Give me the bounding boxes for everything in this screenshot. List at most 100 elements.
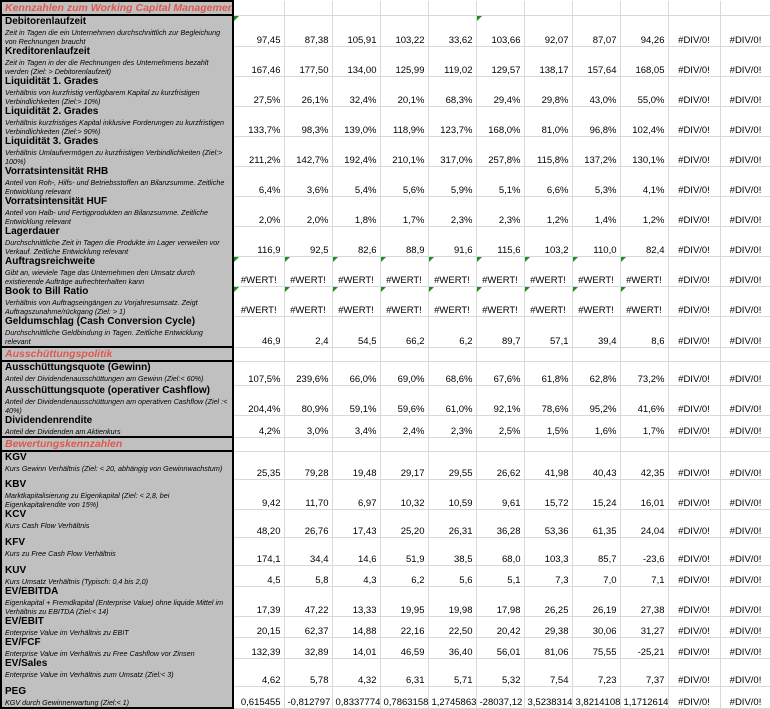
metric-label-cell[interactable]: Liquidität 1. Grades Verhältnis von kurzf… <box>0 76 234 106</box>
value-cell[interactable]: 2,4% <box>380 415 429 438</box>
value-cell[interactable]: #WERT! <box>476 256 525 287</box>
metric-label-cell[interactable]: Kreditorenlaufzeit Zeit in Tagen in der d… <box>0 46 234 76</box>
value-cell[interactable]: 130,1% <box>620 136 669 167</box>
grid-cell[interactable] <box>668 347 721 362</box>
value-cell[interactable]: 2,3% <box>428 196 477 227</box>
value-cell[interactable]: #DIV/0! <box>720 15 770 47</box>
value-cell[interactable]: 115,6 <box>476 226 525 257</box>
value-cell[interactable]: #WERT! <box>524 286 573 317</box>
value-cell[interactable]: 14,6 <box>332 537 381 566</box>
value-cell[interactable]: 22,50 <box>428 616 477 638</box>
value-cell[interactable]: 102,4% <box>620 106 669 137</box>
value-cell[interactable]: 5,32 <box>476 658 525 687</box>
grid-cell[interactable] <box>332 1 381 16</box>
value-cell[interactable]: 4,2% <box>233 415 285 438</box>
value-cell[interactable]: 3,8214108 <box>572 686 621 709</box>
section-title[interactable]: Ausschüttungspolitik <box>0 346 234 362</box>
value-cell[interactable]: 92,07 <box>524 15 573 47</box>
value-cell[interactable]: #DIV/0! <box>720 226 770 257</box>
value-cell[interactable]: 75,55 <box>572 637 621 659</box>
value-cell[interactable]: 32,89 <box>284 637 333 659</box>
value-cell[interactable]: 10,32 <box>380 479 429 510</box>
value-cell[interactable]: 48,20 <box>233 509 285 538</box>
value-cell[interactable]: 29,17 <box>380 451 429 480</box>
value-cell[interactable]: 177,50 <box>284 46 333 77</box>
value-cell[interactable]: 96,8% <box>572 106 621 137</box>
value-cell[interactable]: 3,0% <box>284 415 333 438</box>
value-cell[interactable]: #DIV/0! <box>668 166 721 197</box>
value-cell[interactable]: #WERT! <box>380 256 429 287</box>
value-cell[interactable]: 27,38 <box>620 586 669 617</box>
value-cell[interactable]: #DIV/0! <box>720 361 770 386</box>
value-cell[interactable]: 29,38 <box>524 616 573 638</box>
value-cell[interactable]: 5,9% <box>428 166 477 197</box>
grid-cell[interactable] <box>233 437 285 452</box>
value-cell[interactable]: 98,3% <box>284 106 333 137</box>
value-cell[interactable]: 67,6% <box>476 361 525 386</box>
value-cell[interactable]: 5,3% <box>572 166 621 197</box>
value-cell[interactable]: 119,02 <box>428 46 477 77</box>
value-cell[interactable]: 95,2% <box>572 385 621 416</box>
value-cell[interactable]: 107,5% <box>233 361 285 386</box>
grid-cell[interactable] <box>233 1 285 16</box>
value-cell[interactable]: 82,4 <box>620 226 669 257</box>
value-cell[interactable]: #DIV/0! <box>720 385 770 416</box>
value-cell[interactable]: 4,62 <box>233 658 285 687</box>
value-cell[interactable]: #WERT! <box>380 286 429 317</box>
value-cell[interactable]: 17,39 <box>233 586 285 617</box>
value-cell[interactable]: 20,42 <box>476 616 525 638</box>
value-cell[interactable]: 3,6% <box>284 166 333 197</box>
value-cell[interactable]: #DIV/0! <box>668 76 721 107</box>
grid-cell[interactable] <box>720 437 770 452</box>
value-cell[interactable]: #DIV/0! <box>668 479 721 510</box>
value-cell[interactable]: 97,45 <box>233 15 285 47</box>
grid-cell[interactable] <box>572 1 621 16</box>
value-cell[interactable]: 19,98 <box>428 586 477 617</box>
value-cell[interactable]: 5,1 <box>476 565 525 587</box>
value-cell[interactable]: #DIV/0! <box>668 15 721 47</box>
value-cell[interactable]: 6,4% <box>233 166 285 197</box>
value-cell[interactable]: 91,6 <box>428 226 477 257</box>
grid-cell[interactable] <box>332 437 381 452</box>
value-cell[interactable]: 36,40 <box>428 637 477 659</box>
value-cell[interactable]: 1,7% <box>620 415 669 438</box>
metric-label-cell[interactable]: KCV Kurs Cash Flow Verhältnis <box>0 509 234 537</box>
value-cell[interactable]: 6,6% <box>524 166 573 197</box>
value-cell[interactable]: 4,3 <box>332 565 381 587</box>
value-cell[interactable]: 142,7% <box>284 136 333 167</box>
metric-label-cell[interactable]: Book to Bill Ratio Verhältnis von Auftrag… <box>0 286 234 316</box>
grid-cell[interactable] <box>476 347 525 362</box>
value-cell[interactable]: 79,28 <box>284 451 333 480</box>
value-cell[interactable]: #WERT! <box>428 286 477 317</box>
value-cell[interactable]: 6,2 <box>380 565 429 587</box>
value-cell[interactable]: 47,22 <box>284 586 333 617</box>
grid-cell[interactable] <box>476 437 525 452</box>
value-cell[interactable]: #WERT! <box>572 286 621 317</box>
value-cell[interactable]: 239,6% <box>284 361 333 386</box>
value-cell[interactable]: 14,88 <box>332 616 381 638</box>
value-cell[interactable]: 4,1% <box>620 166 669 197</box>
value-cell[interactable]: 19,95 <box>380 586 429 617</box>
value-cell[interactable]: 15,72 <box>524 479 573 510</box>
value-cell[interactable]: 88,9 <box>380 226 429 257</box>
value-cell[interactable]: #WERT! <box>284 286 333 317</box>
section-title[interactable]: Kennzahlen zum Working Capital Managemen… <box>0 0 234 16</box>
value-cell[interactable]: #DIV/0! <box>668 226 721 257</box>
value-cell[interactable]: 9,42 <box>233 479 285 510</box>
value-cell[interactable]: 29,4% <box>476 76 525 107</box>
value-cell[interactable]: 11,70 <box>284 479 333 510</box>
value-cell[interactable]: 3,4% <box>332 415 381 438</box>
value-cell[interactable]: 33,62 <box>428 15 477 47</box>
value-cell[interactable]: 85,7 <box>572 537 621 566</box>
value-cell[interactable]: 137,2% <box>572 136 621 167</box>
value-cell[interactable]: 59,6% <box>380 385 429 416</box>
value-cell[interactable]: 5,4% <box>332 166 381 197</box>
value-cell[interactable]: #DIV/0! <box>720 415 770 438</box>
value-cell[interactable]: 174,1 <box>233 537 285 566</box>
value-cell[interactable]: #DIV/0! <box>668 106 721 137</box>
metric-label-cell[interactable]: Liquidität 3. Grades Verhältnis Umlaufver… <box>0 136 234 166</box>
value-cell[interactable]: -0,812797 <box>284 686 333 709</box>
value-cell[interactable]: #DIV/0! <box>668 136 721 167</box>
grid-cell[interactable] <box>332 347 381 362</box>
value-cell[interactable]: #DIV/0! <box>720 451 770 480</box>
